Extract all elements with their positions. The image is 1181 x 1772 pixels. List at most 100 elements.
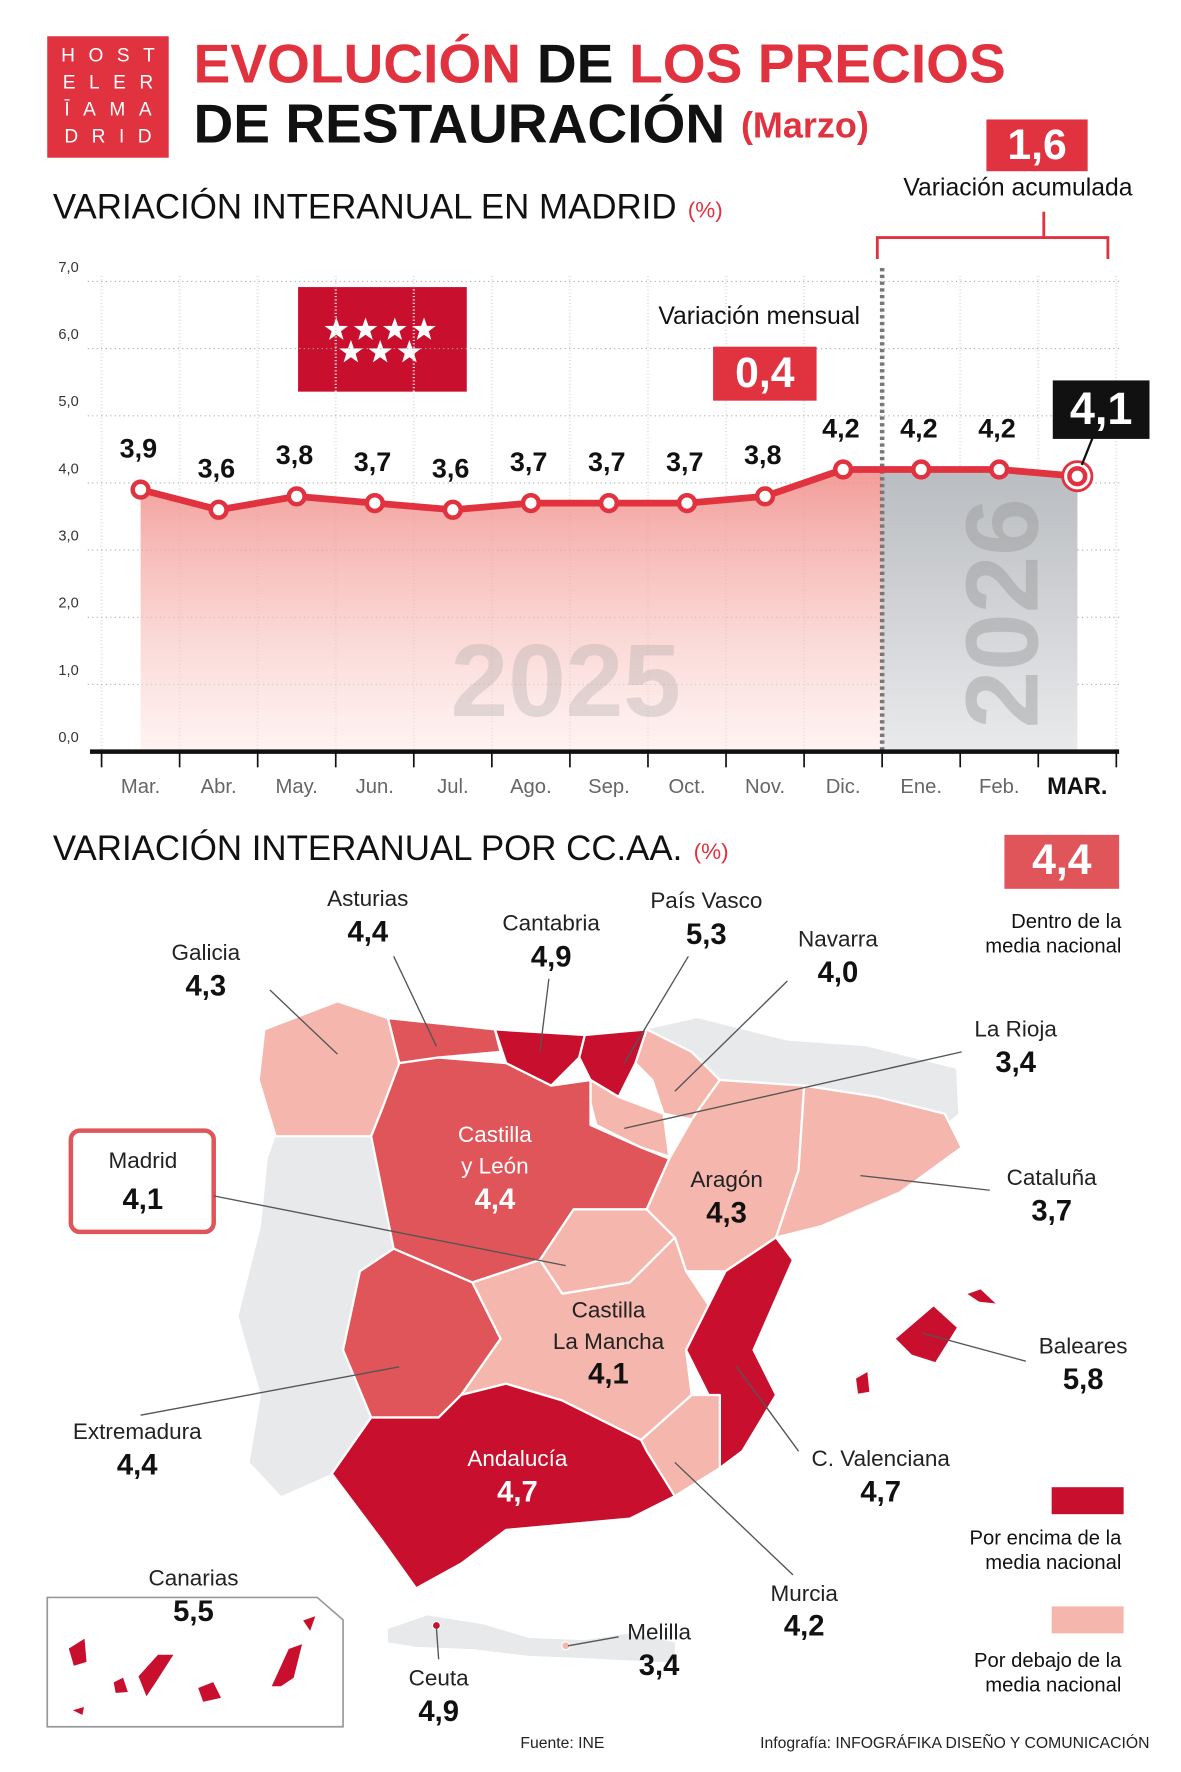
region-value: 4,3 — [706, 1198, 747, 1230]
value-label: 3,7 — [510, 447, 548, 477]
x-tick-label: Nov. — [745, 776, 785, 798]
bracket — [875, 236, 1110, 259]
region-name: La Mancha — [553, 1329, 665, 1354]
label-leader — [1080, 436, 1095, 466]
label-box — [1052, 380, 1150, 439]
region — [639, 1393, 721, 1498]
value-label: 3,8 — [744, 440, 782, 470]
y-tick-label: 0,0 — [58, 730, 78, 746]
region-value: 4,1 — [588, 1359, 629, 1391]
value-label: 3,7 — [588, 447, 626, 477]
y-tick-label: 1,0 — [58, 663, 78, 679]
legend-text: media nacional — [985, 1552, 1121, 1574]
y-tick-label: 6,0 — [58, 327, 78, 343]
x-tick-label: Jul. — [437, 776, 468, 798]
land — [238, 1136, 394, 1497]
logo: HOST ELER ĪAMA DRID — [61, 46, 155, 148]
point — [754, 486, 776, 507]
point — [364, 492, 385, 514]
x-tick-label: Sep. — [588, 776, 630, 798]
region-value: 4,4 — [475, 1184, 516, 1216]
x-tick-label: Oct. — [668, 776, 705, 798]
region-name: La Rioja — [974, 1016, 1057, 1041]
leader-line — [567, 1636, 619, 1647]
region-name: Castilla — [572, 1298, 646, 1323]
legend-text: Por debajo de la — [974, 1650, 1122, 1672]
value-label: 3,7 — [666, 447, 704, 477]
region — [111, 1675, 131, 1696]
region-name: C. Valenciana — [812, 1446, 951, 1471]
region-value: 5,3 — [686, 919, 727, 951]
region-value: 4,4 — [117, 1450, 158, 1482]
region-value: 5,5 — [173, 1596, 214, 1628]
map-chart: VARIACIÓN INTERANUAL POR CC.AA. (%) Galici… — [46, 829, 1128, 1728]
region — [386, 1017, 502, 1065]
title-part: EVOLUCIÓN — [193, 32, 521, 94]
region — [136, 1652, 177, 1700]
leader-line — [736, 1366, 800, 1452]
y-tick-label: 5,0 — [58, 394, 78, 410]
legend-text: media nacional — [985, 1675, 1121, 1697]
region-value: 4,4 — [347, 917, 388, 949]
period-label: 2026 — [943, 498, 1059, 728]
annotation-value: 1,6 — [1007, 121, 1066, 169]
chart-title: VARIACIÓN INTERANUAL POR CC.AA. — [53, 829, 683, 868]
x-tick-label: MAR. — [1047, 774, 1107, 800]
region — [66, 1635, 89, 1669]
region-name: Cataluña — [1007, 1165, 1097, 1190]
leader-line — [922, 1332, 1026, 1362]
x-tick-label: Ene. — [900, 776, 942, 798]
value-label: 3,8 — [276, 440, 314, 470]
leader-line — [140, 1366, 400, 1416]
region-value: 3,4 — [995, 1047, 1036, 1079]
y-tick-label: 4,0 — [58, 461, 78, 477]
region — [493, 1028, 587, 1087]
land — [646, 1018, 959, 1126]
legend-text: Por encima de la — [970, 1527, 1123, 1549]
legend-box — [1004, 834, 1120, 889]
x-tick-label: Feb. — [979, 776, 1020, 798]
chart-title: VARIACIÓN INTERANUAL EN MADRID — [53, 188, 677, 227]
region-value: 4,7 — [497, 1477, 538, 1509]
legend-swatch — [1051, 1487, 1124, 1515]
region-value: 5,8 — [1063, 1364, 1104, 1396]
point — [911, 459, 932, 480]
title-part: DE RESTAURACIÓN — [193, 92, 725, 154]
point — [442, 499, 463, 520]
region-name: Navarra — [798, 926, 878, 951]
annotation-box — [713, 346, 817, 401]
region-name: Baleares — [1039, 1334, 1128, 1359]
annotation-value: 0,4 — [735, 349, 795, 397]
point — [520, 492, 542, 514]
point — [989, 459, 1010, 480]
value-label: 4,2 — [822, 413, 860, 443]
region-value: 4,3 — [186, 971, 227, 1003]
leader-line — [435, 1627, 440, 1660]
annotation: Variación acumulada — [903, 175, 1132, 202]
region-value: 4,0 — [818, 957, 859, 989]
leader-line — [269, 989, 338, 1055]
region-name: Extremadura — [73, 1419, 202, 1444]
region-name: y León — [461, 1154, 529, 1179]
x-tick-label: Dic. — [826, 776, 861, 798]
period-label: 2025 — [451, 622, 681, 738]
region-name: Asturias — [327, 886, 408, 911]
legend-text: media nacional — [985, 936, 1121, 958]
region-value: 4,9 — [531, 941, 572, 973]
y-tick-label: 7,0 — [58, 260, 78, 276]
value-label: 3,9 — [120, 433, 158, 463]
region-name: Melilla — [627, 1619, 691, 1644]
region-name: Murcia — [770, 1581, 838, 1606]
point — [676, 492, 698, 514]
region-name: Aragón — [690, 1167, 763, 1192]
leader-line — [624, 1051, 962, 1130]
area-2026 — [882, 469, 1078, 752]
region — [330, 1382, 676, 1590]
land — [388, 1615, 675, 1663]
x-tick-label: Jun. — [356, 776, 394, 798]
highlight-box — [68, 1128, 216, 1235]
region-name: País Vasco — [650, 888, 762, 913]
leader-line — [213, 1195, 566, 1267]
